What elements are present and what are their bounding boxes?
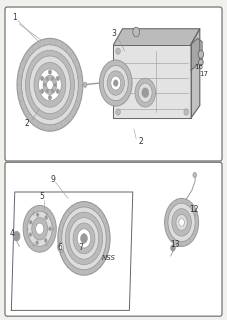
FancyBboxPatch shape [5, 162, 222, 316]
Circle shape [165, 198, 199, 246]
Circle shape [32, 218, 48, 240]
Circle shape [133, 27, 140, 37]
Text: NSS: NSS [102, 255, 116, 260]
Text: 13: 13 [170, 240, 180, 249]
Circle shape [114, 80, 118, 86]
Circle shape [47, 80, 53, 90]
Circle shape [56, 89, 59, 93]
Text: 6: 6 [58, 244, 63, 252]
Circle shape [58, 242, 65, 252]
Polygon shape [114, 29, 200, 45]
Text: 16: 16 [194, 64, 203, 70]
Text: 9: 9 [51, 175, 56, 184]
Circle shape [193, 172, 197, 178]
Circle shape [116, 109, 120, 115]
Circle shape [62, 207, 106, 270]
Circle shape [198, 51, 204, 58]
Circle shape [65, 212, 103, 265]
Circle shape [36, 223, 44, 235]
Circle shape [59, 244, 64, 250]
Circle shape [168, 203, 195, 242]
Circle shape [171, 245, 175, 251]
Circle shape [23, 205, 56, 252]
Circle shape [29, 233, 32, 236]
Circle shape [135, 78, 155, 107]
Circle shape [40, 76, 44, 81]
Circle shape [111, 76, 121, 90]
Circle shape [103, 66, 128, 101]
Circle shape [179, 219, 184, 226]
Circle shape [51, 77, 54, 80]
Circle shape [43, 75, 57, 94]
Circle shape [40, 89, 44, 93]
Text: 5: 5 [39, 192, 44, 201]
Text: 7: 7 [78, 244, 83, 252]
Circle shape [45, 216, 47, 220]
Circle shape [77, 229, 91, 248]
Circle shape [58, 202, 110, 275]
Circle shape [30, 56, 70, 114]
Circle shape [184, 109, 188, 115]
Circle shape [176, 214, 187, 230]
Circle shape [69, 218, 99, 259]
Circle shape [44, 238, 47, 242]
Circle shape [99, 60, 132, 106]
FancyBboxPatch shape [5, 7, 222, 161]
Circle shape [56, 76, 59, 81]
Circle shape [27, 211, 52, 246]
Text: 3: 3 [111, 29, 116, 38]
Circle shape [36, 241, 38, 244]
Circle shape [48, 70, 52, 74]
Circle shape [73, 223, 95, 254]
Circle shape [142, 88, 149, 98]
Polygon shape [191, 38, 202, 70]
Circle shape [29, 220, 32, 224]
Circle shape [44, 83, 46, 86]
Circle shape [138, 83, 152, 102]
Circle shape [107, 71, 124, 95]
Circle shape [199, 59, 203, 66]
Text: 12: 12 [189, 205, 199, 214]
Circle shape [81, 234, 87, 243]
Circle shape [39, 69, 61, 101]
Circle shape [13, 231, 20, 241]
Circle shape [22, 45, 78, 125]
Circle shape [46, 77, 49, 80]
Text: 4: 4 [10, 229, 15, 238]
Polygon shape [11, 192, 133, 310]
Circle shape [116, 48, 120, 54]
Text: 17: 17 [199, 71, 208, 76]
Circle shape [46, 89, 49, 92]
Circle shape [34, 62, 66, 107]
Circle shape [25, 50, 74, 119]
Circle shape [36, 213, 39, 217]
Circle shape [69, 244, 74, 250]
Circle shape [49, 227, 51, 231]
Circle shape [172, 209, 191, 236]
Text: 2: 2 [138, 137, 143, 146]
Circle shape [48, 95, 52, 100]
Text: 1: 1 [12, 13, 17, 22]
Polygon shape [191, 29, 200, 118]
Circle shape [54, 83, 56, 86]
Circle shape [51, 89, 54, 92]
Circle shape [83, 82, 87, 87]
Circle shape [17, 38, 83, 131]
Circle shape [68, 242, 75, 252]
Polygon shape [114, 45, 191, 118]
Text: 2: 2 [25, 119, 30, 128]
